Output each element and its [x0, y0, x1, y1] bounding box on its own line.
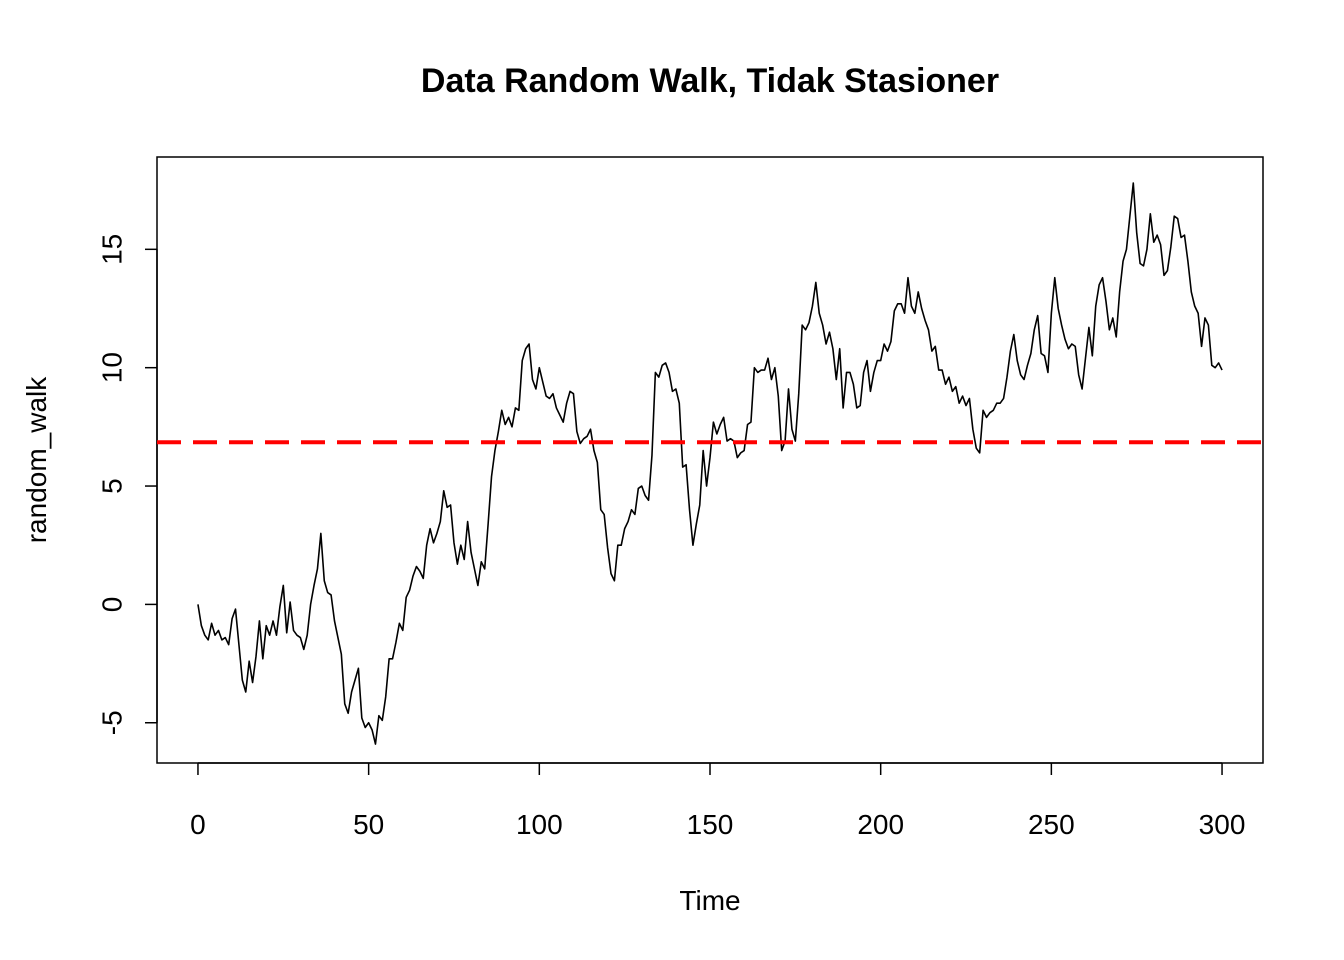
y-tick-label: 0 [96, 597, 127, 613]
x-tick-label: 50 [353, 809, 384, 840]
x-tick-label: 0 [190, 809, 206, 840]
x-axis: 0 50 100 150 200 250 300 [190, 762, 1246, 840]
x-tick-label: 200 [857, 809, 904, 840]
x-tick-label: 300 [1199, 809, 1246, 840]
x-tick-label: 100 [516, 809, 563, 840]
x-axis-label: Time [679, 885, 740, 916]
series-line [197, 182, 1223, 745]
plot-marks [157, 182, 1263, 745]
x-tick-label: 150 [687, 809, 734, 840]
x-tick-label: 250 [1028, 809, 1075, 840]
y-tick-label: -5 [96, 710, 127, 735]
y-tick-label: 10 [96, 352, 127, 383]
chart-title: Data Random Walk, Tidak Stasioner [421, 62, 999, 100]
y-tick-label: 15 [96, 234, 127, 265]
y-axis-label: random_walk [21, 376, 52, 544]
y-axis: -5 0 5 10 15 [96, 234, 158, 735]
y-tick-label: 5 [96, 478, 127, 494]
